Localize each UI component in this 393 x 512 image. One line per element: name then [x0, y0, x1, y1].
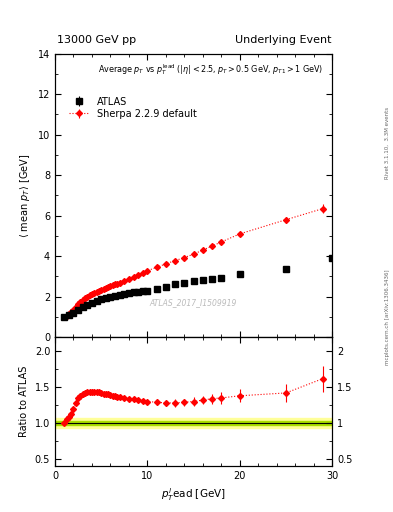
Text: 13000 GeV pp: 13000 GeV pp — [57, 35, 136, 45]
Legend: ATLAS, Sherpa 2.2.9 default: ATLAS, Sherpa 2.2.9 default — [65, 93, 200, 123]
Text: Underlying Event: Underlying Event — [235, 35, 331, 45]
Text: Average $p_T$ vs $p_T^{\mathrm{lead}}$ ($|\eta| < 2.5, p_T > 0.5$ GeV, $p_{T1} >: Average $p_T$ vs $p_T^{\mathrm{lead}}$ (… — [98, 62, 324, 77]
Y-axis label: $\langle$ mean $p_T\rangle$ [GeV]: $\langle$ mean $p_T\rangle$ [GeV] — [18, 153, 32, 238]
Y-axis label: Ratio to ATLAS: Ratio to ATLAS — [19, 366, 29, 437]
Bar — [55, 421, 332, 425]
Bar — [55, 418, 332, 428]
Text: ATLAS_2017_I1509919: ATLAS_2017_I1509919 — [150, 298, 237, 308]
Text: Rivet 3.1.10,  3.3M events: Rivet 3.1.10, 3.3M events — [385, 108, 390, 179]
X-axis label: $p_T^l\mathrm{ead}$ [GeV]: $p_T^l\mathrm{ead}$ [GeV] — [161, 486, 226, 503]
Text: mcplots.cern.ch [arXiv:1306.3436]: mcplots.cern.ch [arXiv:1306.3436] — [385, 270, 390, 365]
